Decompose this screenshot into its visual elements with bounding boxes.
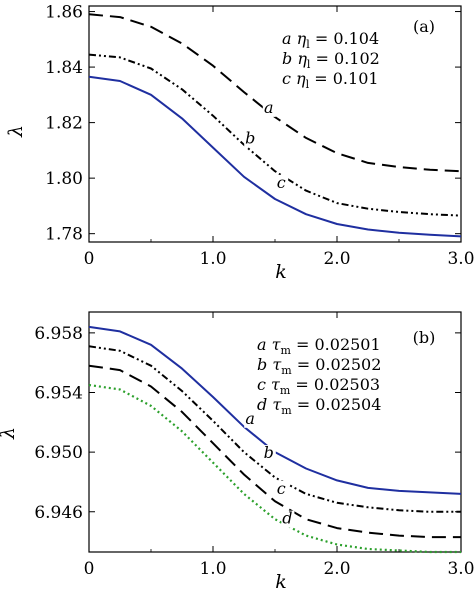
panel-label: (a) xyxy=(413,17,435,36)
x-tick-label: 1.0 xyxy=(199,249,226,269)
plot-frame xyxy=(88,5,462,243)
y-tick-label: 1.78 xyxy=(45,225,83,245)
legend-value: = 0.02501 xyxy=(291,335,381,354)
legend-letter: c xyxy=(282,69,296,88)
legend-subscript: l xyxy=(306,78,310,91)
legend-letter: d xyxy=(257,395,272,414)
curve-label-bg xyxy=(244,130,258,148)
legend-letter: c xyxy=(257,375,271,394)
legend-entry: b ηl = 0.102 xyxy=(282,49,380,71)
legend-value: = 0.101 xyxy=(309,69,378,88)
legend-letter: b xyxy=(282,49,297,68)
y-tick-label: 1.82 xyxy=(45,114,83,134)
legend-subscript: m xyxy=(281,364,292,377)
legend-entry: d τm = 0.02504 xyxy=(257,395,381,417)
legend-subscript: l xyxy=(307,58,311,71)
legend-entry: a ηl = 0.104 xyxy=(282,29,379,51)
curve-label-bg xyxy=(262,99,276,117)
y-tick-label: 1.86 xyxy=(45,3,83,23)
legend-symbol: τ xyxy=(272,395,282,414)
legend-letter: a xyxy=(282,29,297,48)
curve-label-bg xyxy=(275,480,289,498)
curve-label-c: c xyxy=(277,173,286,192)
legend-subscript: m xyxy=(280,344,291,357)
legend-symbol: η xyxy=(297,29,307,48)
legend-symbol: τ xyxy=(272,355,282,374)
legend-symbol: τ xyxy=(272,335,282,354)
y-tick-label: 1.80 xyxy=(45,169,83,189)
curve-label-a: a xyxy=(245,409,255,428)
legend-letter: a xyxy=(257,335,272,354)
legend-letter: b xyxy=(257,355,272,374)
curve-label-bg xyxy=(275,174,289,192)
series-line-c xyxy=(88,75,462,238)
panel-label: (b) xyxy=(413,328,436,347)
x-tick-label: 0 xyxy=(84,559,95,579)
x-tick-label: 2.0 xyxy=(323,559,350,579)
y-tick-label: 6.946 xyxy=(34,503,83,523)
series-line-c xyxy=(88,364,461,539)
x-tick-label: 1.0 xyxy=(199,559,226,579)
legend-value: = 0.02503 xyxy=(290,375,380,394)
legend-entry: c τm = 0.02503 xyxy=(257,375,380,397)
y-tick-label: 6.950 xyxy=(34,443,83,463)
curve-label-d: d xyxy=(282,509,292,528)
legend-symbol: τ xyxy=(271,375,281,394)
series-line-a xyxy=(88,13,462,173)
curve-label-bg xyxy=(281,510,295,528)
curve-label-c: c xyxy=(277,479,286,498)
legend-entry: b τm = 0.02502 xyxy=(257,355,381,377)
legend-subscript: m xyxy=(281,404,292,417)
curve-label-b: b xyxy=(245,128,255,147)
legend-subscript: l xyxy=(306,38,310,51)
y-tick-label: 6.954 xyxy=(34,383,83,403)
legend-symbol: η xyxy=(296,69,306,88)
chart-panel-0: 0 1.0 2.0 3.01.781.801.821.841.86kλ(a)abca … xyxy=(5,3,474,283)
legend-symbol: η xyxy=(297,49,307,68)
legend-value: = 0.102 xyxy=(310,49,379,68)
series-line-b xyxy=(88,53,462,217)
curve-label-a: a xyxy=(264,98,274,117)
series-line-b xyxy=(88,345,461,513)
x-tick-label: 2.0 xyxy=(323,249,350,269)
y-tick-label: 1.84 xyxy=(45,58,83,78)
x-axis-label: k xyxy=(275,571,287,593)
y-axis-label: λ xyxy=(0,427,19,440)
y-tick-label: 6.958 xyxy=(34,324,83,344)
legend-value: = 0.02502 xyxy=(292,355,382,374)
x-axis-label: k xyxy=(275,261,287,283)
curve-label-b: b xyxy=(264,443,274,462)
legend-entry: c ηl = 0.101 xyxy=(282,69,379,91)
legend-subscript: m xyxy=(280,384,291,397)
legend-value: = 0.02504 xyxy=(292,395,382,414)
legend-value: = 0.104 xyxy=(310,29,379,48)
legend-entry: a τm = 0.02501 xyxy=(257,335,381,357)
curve-label-bg xyxy=(244,410,258,428)
series-line-d xyxy=(88,383,461,554)
chart-panel-1: 01.02.03.06.9466.9506.9546.958kλ(b)abcda… xyxy=(0,311,474,593)
curve-label-bg xyxy=(262,445,276,463)
x-tick-label: 0 xyxy=(84,249,95,269)
x-tick-label: 3.0 xyxy=(447,559,474,579)
x-tick-label: 3.0 xyxy=(447,249,474,269)
y-axis-label: λ xyxy=(5,125,27,138)
